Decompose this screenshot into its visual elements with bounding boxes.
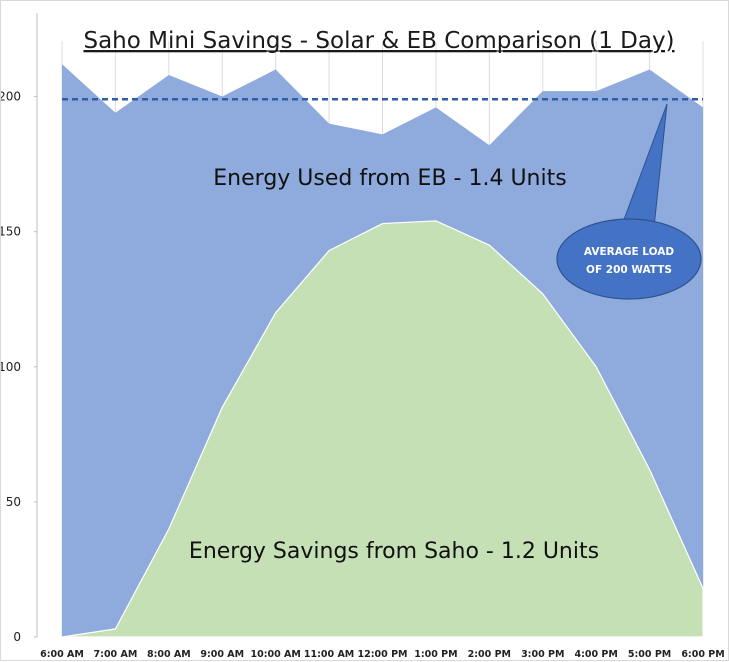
x-tick-labels: 6:00 AM 7:00 AM 8:00 AM 9:00 AM 10:00 AM 11:0… [40, 649, 725, 660]
x-tick-label: 7:00 AM [94, 649, 138, 660]
callout-line-1: AVERAGE LOAD [584, 246, 674, 258]
y-tick-label: 50 [6, 495, 21, 509]
x-tick-label: 12:00 PM [358, 649, 408, 660]
eb-usage-label: Energy Used from EB - 1.4 Units [213, 166, 566, 191]
y-tick-label: 0 [13, 630, 21, 644]
saho-savings-label: Energy Savings from Saho - 1.2 Units [189, 539, 599, 564]
y-tick-label: 200 [1, 90, 21, 104]
y-tick-label: 100 [1, 360, 21, 374]
x-tick-label: 10:00 AM [250, 649, 300, 660]
chart-title: Saho Mini Savings - Solar & EB Compariso… [83, 28, 674, 54]
callout-bubble [557, 219, 701, 299]
x-tick-label: 6:00 AM [40, 649, 84, 660]
x-tick-label: 5:00 PM [628, 649, 671, 660]
x-tick-label: 6:00 PM [681, 649, 724, 660]
x-tick-label: 4:00 PM [574, 649, 617, 660]
x-tick-label: 3:00 PM [521, 649, 564, 660]
x-tick-label: 9:00 AM [200, 649, 244, 660]
x-tick-label: 1:00 PM [414, 649, 457, 660]
y-tick-label: 150 [1, 225, 21, 239]
x-tick-label: 8:00 AM [147, 649, 191, 660]
y-tick-labels: 0 50 100 150 200 [1, 90, 37, 644]
x-tick-label: 11:00 AM [304, 649, 354, 660]
callout-line-2: OF 200 WATTS [586, 264, 672, 276]
x-tick-label: 2:00 PM [468, 649, 511, 660]
